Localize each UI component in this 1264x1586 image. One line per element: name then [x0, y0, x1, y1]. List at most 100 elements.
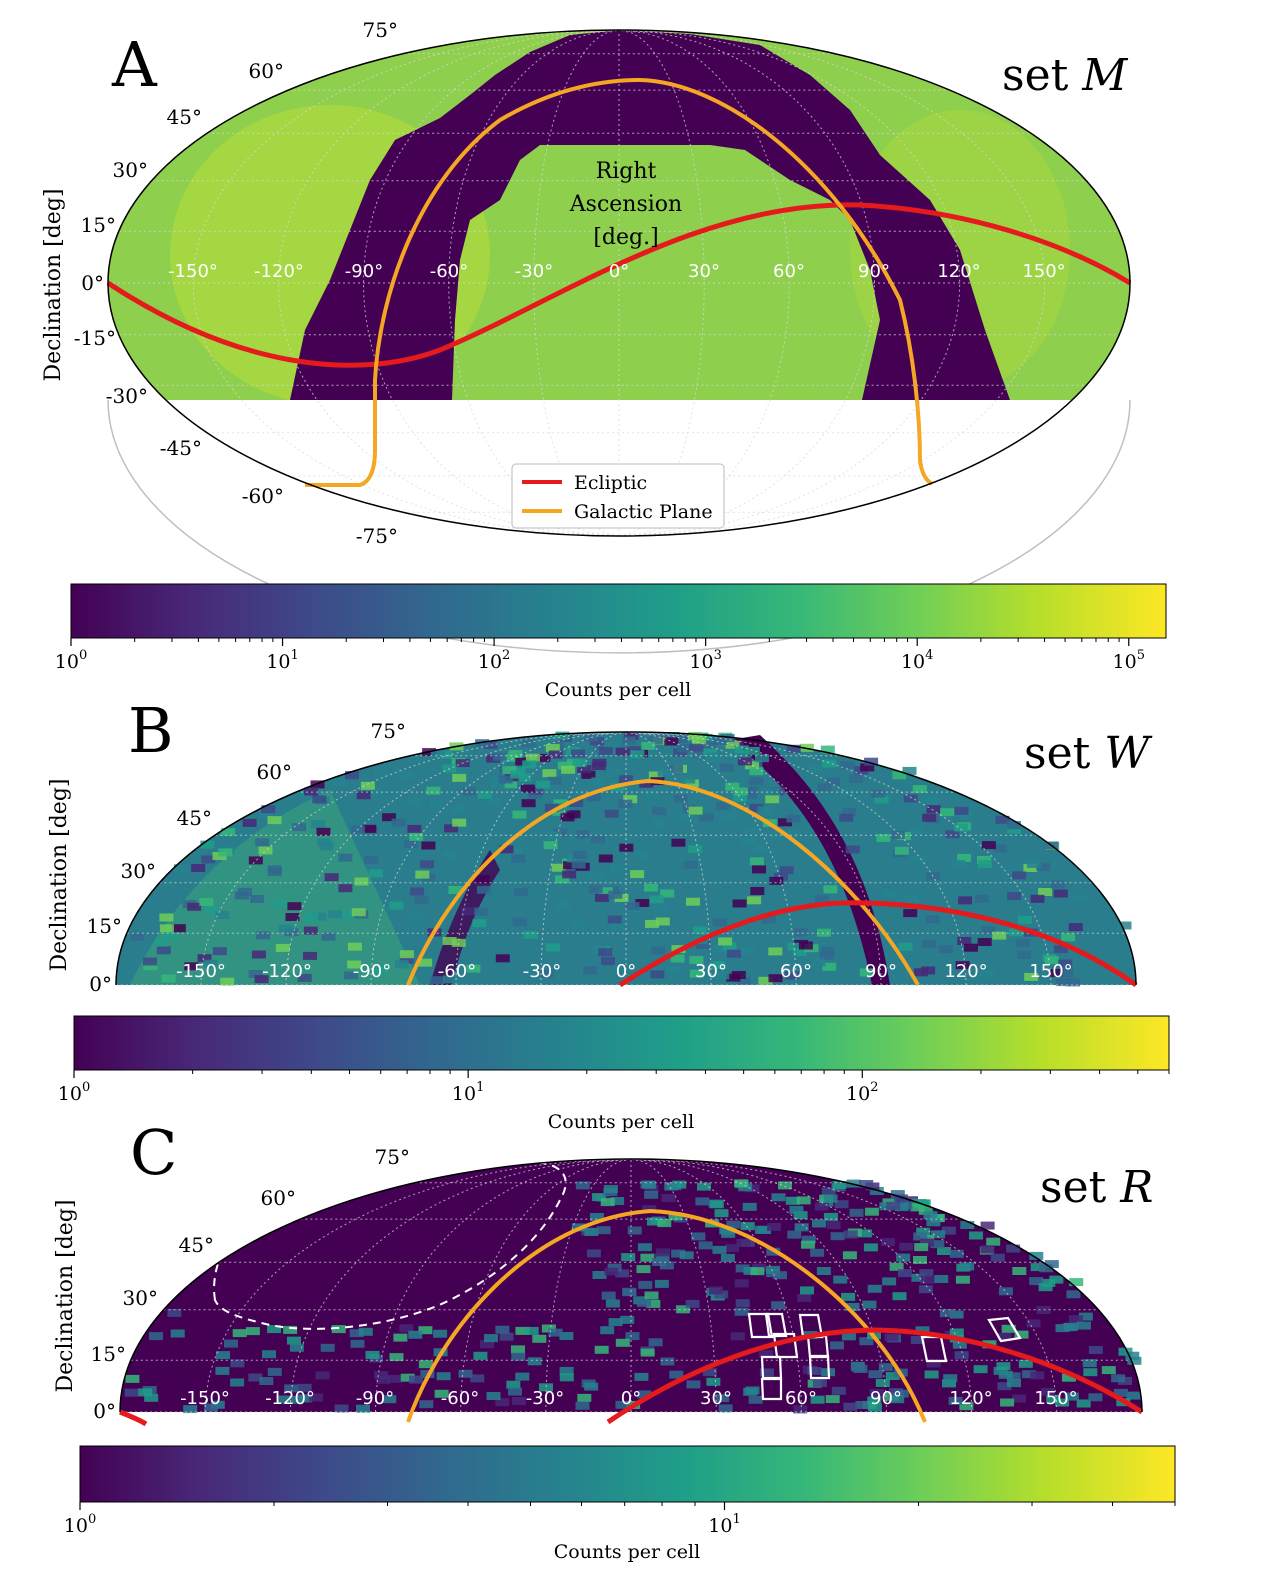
density-cell [557, 761, 572, 770]
density-cell [842, 1251, 857, 1260]
density-cell [980, 1245, 995, 1254]
ra-label: -60° [441, 1388, 479, 1409]
density-cell [642, 1180, 657, 1189]
density-cell [1026, 860, 1041, 868]
density-cell [572, 759, 587, 768]
density-cell [671, 1249, 686, 1258]
density-cell [841, 1332, 856, 1341]
density-cell [525, 753, 540, 762]
density-cell [349, 1329, 364, 1338]
density-cell [849, 1208, 864, 1217]
density-cell [992, 931, 1007, 940]
density-cell [138, 1388, 153, 1397]
density-cell [897, 1269, 912, 1278]
density-cell [598, 948, 613, 957]
ra-title-line: Ascension [569, 192, 682, 217]
density-cell [258, 846, 273, 855]
grid-meridian [625, 731, 1052, 986]
density-cell [539, 1383, 553, 1392]
density-cell [918, 1285, 933, 1294]
density-cell [475, 875, 490, 884]
density-cell [635, 850, 650, 859]
density-cell [418, 958, 433, 967]
ra-label: -120° [262, 961, 312, 982]
density-cell [159, 913, 174, 922]
density-cell [942, 1379, 956, 1388]
ra-labels-c: -150° -120° -90° -60° -30° 0° 30° 60° 90… [180, 1388, 1078, 1409]
density-cell [498, 775, 513, 784]
density-cell [655, 917, 670, 926]
galactic-plane-curve-c [406, 1208, 927, 1423]
density-cell [920, 1275, 935, 1284]
density-cell [894, 1389, 909, 1398]
density-cell [404, 839, 418, 848]
density-cell [1017, 950, 1032, 959]
density-cell [521, 799, 536, 808]
grid-meridian [545, 1158, 632, 1413]
lat-label: 60° [257, 760, 292, 784]
density-cell [328, 910, 343, 919]
density-cell [769, 830, 784, 839]
density-cell [767, 1222, 781, 1231]
density-cell [943, 1374, 958, 1383]
grid-meridian [630, 1158, 802, 1413]
density-cell [807, 765, 822, 774]
density-cell [245, 1327, 260, 1336]
density-cell [1050, 880, 1065, 889]
grid-meridian [618, 29, 1046, 537]
density-cell [673, 735, 688, 744]
density-cell [248, 970, 263, 978]
galactic-plane-curve-b [406, 778, 920, 986]
panel-label-c: C [130, 1116, 177, 1189]
grid-meridian [625, 731, 797, 986]
density-cell [954, 806, 969, 815]
density-cell [610, 1197, 625, 1205]
density-cell [794, 928, 809, 937]
density-cell [502, 766, 517, 775]
density-cell [615, 1338, 630, 1347]
ra-label: 120° [937, 261, 980, 282]
density-cell [778, 818, 793, 827]
density-cell [867, 1403, 882, 1412]
density-cell [949, 1249, 964, 1258]
density-cell [644, 883, 658, 892]
density-cell [230, 1378, 245, 1387]
density-cell [986, 1237, 1001, 1246]
density-cell [954, 1351, 969, 1360]
density-cell [697, 1182, 711, 1191]
density-cell [720, 734, 735, 742]
density-cell [889, 1262, 904, 1271]
density-cell [262, 1350, 276, 1359]
density-cell [492, 752, 507, 761]
density-cell [649, 895, 664, 904]
density-cell [692, 749, 707, 758]
density-cell [960, 1262, 975, 1271]
density-cell [736, 976, 751, 985]
density-cell [591, 835, 605, 844]
density-cell [627, 1226, 642, 1235]
legend-label-ecliptic: Ecliptic [574, 472, 647, 494]
density-cell [823, 885, 838, 894]
density-cell [730, 1332, 745, 1341]
ra-label: -90° [356, 1388, 394, 1409]
density-cell [926, 1218, 941, 1227]
density-cell [810, 1395, 825, 1404]
y-axis-label-c: Declination [deg] [53, 1200, 78, 1393]
density-cell [170, 1329, 185, 1338]
density-cell [938, 945, 953, 954]
ra-label: 90° [865, 961, 897, 982]
ra-labels-b: -150° -120° -90° -60° -30° 0° 30° 60° 90… [176, 961, 1073, 982]
density-cell [624, 732, 639, 740]
density-cell [434, 1389, 449, 1398]
density-cell [430, 976, 445, 985]
density-cell [726, 1220, 741, 1229]
panel-label-a: A [111, 28, 158, 101]
density-cell [949, 1310, 964, 1319]
density-cell [443, 975, 457, 984]
panel-label-b: B [128, 694, 174, 767]
density-cell [890, 1395, 905, 1404]
lat-label: -30° [106, 384, 148, 408]
density-cell [1018, 1359, 1033, 1368]
density-cell [1061, 933, 1076, 942]
grid-meridian [540, 731, 627, 986]
